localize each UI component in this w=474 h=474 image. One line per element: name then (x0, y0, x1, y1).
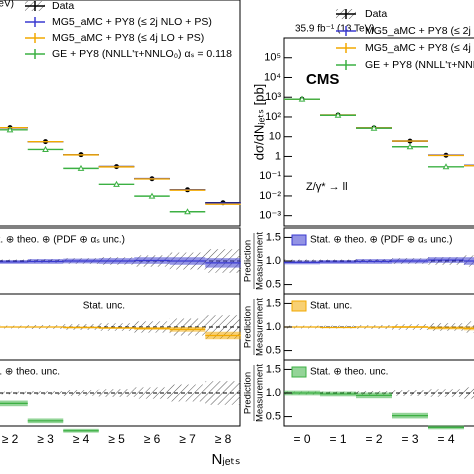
legend-label: Data (52, 0, 74, 12)
data-uncertainty-band (169, 384, 206, 402)
band-legend-label: Stat. ⊕ theo. unc. (0, 367, 60, 378)
plot-frame (283, 37, 474, 227)
y-axis-label: Measurement (255, 298, 266, 356)
cms-label: CMS (306, 71, 339, 88)
band-legend-label: Stat. ⊕ theo. ⊕ (PDF ⊕ αₛ unc.) (310, 235, 452, 246)
legend-label: MG5_aMC + PY8 (≤ 4j LO + PS) (52, 32, 204, 44)
y-axis-label: Prediction (243, 306, 254, 348)
y-tick-label: 10 (269, 131, 281, 143)
legend-label: Data (365, 8, 387, 20)
x-tick-label: = 4 (437, 432, 454, 446)
x-tick-label: ≥ 4 (73, 432, 90, 446)
y-tick-label: 1.5 (266, 297, 281, 309)
y-tick-label: 10⁻² (259, 190, 281, 202)
x-tick-label: = 1 (329, 432, 346, 446)
legend-swatch (291, 366, 307, 378)
data-uncertainty-band (63, 390, 99, 396)
band-legend-label: Stat. unc. (310, 301, 352, 312)
y-tick-label: 10² (265, 111, 281, 123)
data-uncertainty-band (27, 391, 64, 395)
prediction-marker (42, 145, 49, 152)
y-tick-label: 10⁵ (264, 52, 281, 64)
y-tick-label: 1.0 (266, 255, 281, 267)
prediction-marker (406, 143, 414, 150)
y-tick-label: 10³ (265, 91, 281, 103)
y-axis-label: Measurement (255, 232, 266, 290)
lumi-label: 35.9 fb⁻¹ (13 TeV) (0, 0, 14, 10)
y-tick-label: 1.0 (266, 321, 281, 333)
y-tick-label: 0.5 (266, 344, 281, 356)
x-tick-label: = 2 (365, 432, 382, 446)
y-tick-label: 1.5 (266, 231, 281, 243)
y-tick-label: 10⁴ (264, 71, 281, 83)
prediction-marker (113, 180, 120, 187)
x-axis-label: Nⱼₑₜₛ (211, 451, 240, 468)
prediction-marker (148, 192, 156, 199)
y-tick-label: 10⁻¹ (259, 170, 281, 182)
prediction-marker (184, 208, 191, 215)
prediction-marker (442, 163, 450, 170)
plot-frame (0, 0, 241, 227)
x-tick-label: = 3 (401, 432, 418, 446)
y-axis-label: dσ/dNⱼₑₜₛ [pb] (251, 84, 266, 161)
y-tick-label: 10⁻³ (259, 210, 281, 222)
prediction-marker (298, 95, 306, 102)
y-axis-label: Prediction (243, 372, 254, 414)
lumi-label: 35.9 fb⁻¹ (13 TeV) (295, 24, 375, 35)
legend-label: MG5_aMC + PY8 (≤ 4j LO + PS) (365, 42, 474, 54)
y-tick-label: 1 (275, 150, 281, 162)
legend-label: MG5_aMC + PY8 (≤ 2j NLO + PS) (52, 16, 212, 28)
y-tick-label: 1.5 (266, 363, 281, 375)
y-tick-label: 0.5 (266, 410, 281, 422)
x-tick-label: ≥ 6 (144, 432, 161, 446)
y-tick-label: 1.0 (266, 387, 281, 399)
y-axis-label: Prediction (243, 240, 254, 282)
x-tick-label: = 0 (293, 432, 310, 446)
x-tick-label: ≥ 3 (37, 432, 54, 446)
process-label: Z/γ* → ll (306, 181, 348, 193)
x-tick-label: ≥ 8 (215, 432, 232, 446)
legend-swatch (291, 234, 307, 246)
prediction-marker (6, 126, 14, 133)
legend-label: MG5_aMC + PY8 (≤ 2j NLO + PS) (365, 25, 474, 37)
legend-label: GE + PY8 (NNLL'τ+NNLO₀) αₛ = 0.118 (52, 48, 232, 60)
data-uncertainty-band (134, 387, 170, 399)
prediction-marker (334, 111, 342, 118)
band-legend-label: Stat. ⊕ theo. unc. (310, 367, 388, 378)
prediction-marker (370, 124, 378, 131)
band-legend-label: Stat. unc. (83, 301, 125, 312)
x-tick-label: ≥ 5 (108, 432, 125, 446)
x-tick-label: ≥ 2 (2, 432, 19, 446)
legend-swatch (291, 300, 307, 312)
data-uncertainty-band (98, 389, 135, 397)
legend-label: GE + PY8 (NNLL'τ+NNLO₀) αₛ = 0.118 (365, 59, 474, 71)
x-tick-label: ≥ 7 (179, 432, 196, 446)
prediction-marker (77, 164, 85, 171)
y-tick-label: 0.5 (266, 278, 281, 290)
y-axis-label: Measurement (255, 364, 266, 422)
band-legend-label: Stat. ⊕ theo. ⊕ (PDF ⊕ αₛ unc.) (0, 235, 125, 246)
